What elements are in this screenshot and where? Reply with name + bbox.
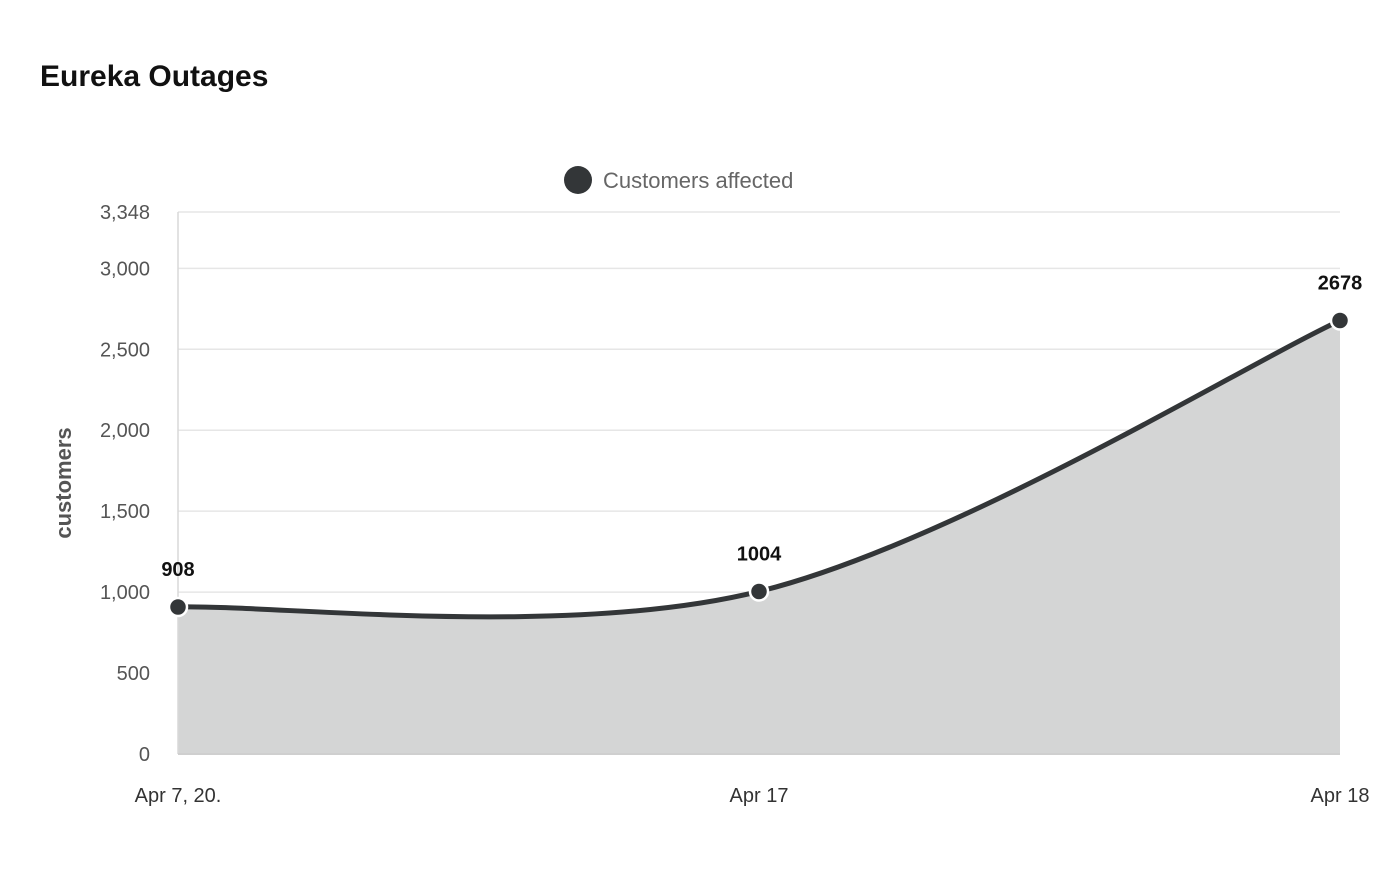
y-tick-label: 1,000 xyxy=(100,582,150,604)
data-label: 2678 xyxy=(1318,272,1363,294)
data-label: 908 xyxy=(161,559,194,581)
y-tick-label: 1,500 xyxy=(100,501,150,523)
x-tick-label: Apr 17 xyxy=(730,785,789,807)
y-tick-label: 0 xyxy=(139,744,150,766)
x-tick-label: Apr 7, 20. xyxy=(135,785,222,807)
area-fill-customers-affected xyxy=(178,320,1340,754)
y-tick-label: 3,348 xyxy=(100,202,150,224)
axes xyxy=(177,212,1340,755)
y-axis-label-group: customers xyxy=(51,427,76,538)
area-layer xyxy=(175,317,1343,754)
y-tick-label: 3,000 xyxy=(100,258,150,280)
x-axis-ticks: Apr 7, 20. Apr 17 Apr 18 xyxy=(135,785,1370,807)
legend[interactable]: Customers affected xyxy=(564,166,793,194)
y-tick-label: 500 xyxy=(117,663,150,685)
y-tick-label: 2,000 xyxy=(100,420,150,442)
data-points xyxy=(167,310,1351,618)
data-point[interactable] xyxy=(167,596,189,618)
data-point[interactable] xyxy=(1329,310,1351,331)
legend-marker[interactable] xyxy=(564,166,592,194)
y-axis-label: customers xyxy=(51,427,76,538)
x-tick-label: Apr 18 xyxy=(1311,785,1370,807)
y-axis-ticks: 0 500 1,000 1,500 2,000 2,500 3,000 3,348 xyxy=(100,202,150,766)
data-labels: 908 1004 2678 xyxy=(161,272,1362,581)
data-point[interactable] xyxy=(748,581,770,602)
y-tick-label: 2,500 xyxy=(100,339,150,361)
chart-title: Eureka Outages xyxy=(40,60,269,93)
data-label: 1004 xyxy=(737,543,782,565)
legend-label[interactable]: Customers affected xyxy=(603,168,793,193)
